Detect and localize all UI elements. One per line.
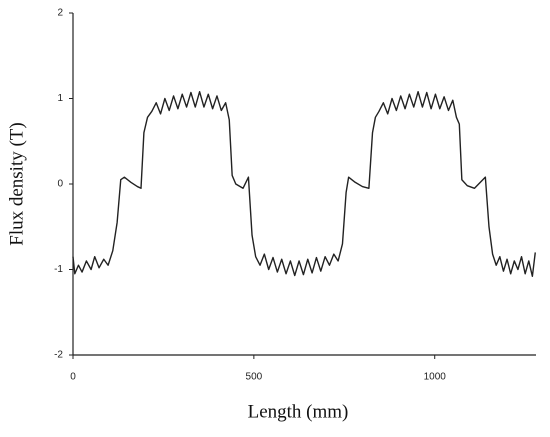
x-axis-label: Length (mm) bbox=[248, 401, 349, 422]
y-axis-label: Flux density (T) bbox=[6, 122, 27, 246]
x-tick-label: 0 bbox=[70, 372, 76, 383]
data-line bbox=[72, 90, 536, 278]
y-tick-label: -2 bbox=[54, 350, 63, 361]
y-tick-label: -1 bbox=[54, 264, 63, 275]
x-tick-label: 500 bbox=[246, 372, 263, 383]
y-tick-label: 2 bbox=[57, 8, 63, 19]
x-tick-label: 1000 bbox=[424, 372, 447, 383]
y-tick-label: 0 bbox=[57, 179, 63, 190]
y-tick-label: 1 bbox=[57, 93, 63, 104]
